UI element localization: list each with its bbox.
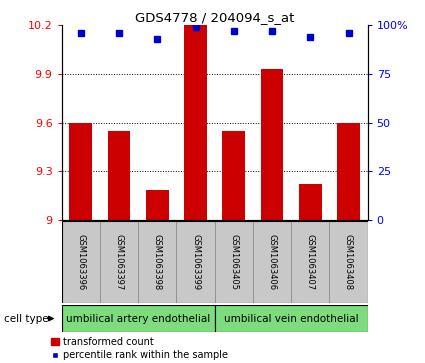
Bar (329, 221, 368, 303)
Bar (62, 221, 100, 303)
Bar (138, 221, 176, 303)
Bar (222, 131, 245, 220)
Text: GSM1063399: GSM1063399 (191, 234, 200, 290)
Bar (100, 221, 138, 303)
Bar (176, 221, 215, 303)
Text: umbilical vein endothelial: umbilical vein endothelial (224, 314, 358, 323)
Bar (146, 191, 169, 220)
Text: GSM1063408: GSM1063408 (344, 234, 353, 290)
Title: GDS4778 / 204094_s_at: GDS4778 / 204094_s_at (135, 11, 294, 24)
Bar (261, 69, 283, 220)
Text: cell type: cell type (4, 314, 49, 323)
Text: GSM1063398: GSM1063398 (153, 234, 162, 290)
Bar (291, 221, 329, 303)
Text: GSM1063396: GSM1063396 (76, 234, 85, 290)
Bar (253, 221, 291, 303)
Text: umbilical artery endothelial: umbilical artery endothelial (66, 314, 210, 323)
Bar (337, 123, 360, 220)
Bar (108, 131, 130, 220)
Text: GSM1063406: GSM1063406 (267, 234, 277, 290)
Bar (69, 123, 92, 220)
Text: GSM1063405: GSM1063405 (229, 234, 238, 290)
Bar (184, 25, 207, 220)
Legend: transformed count, percentile rank within the sample: transformed count, percentile rank withi… (47, 333, 232, 363)
Text: GSM1063397: GSM1063397 (114, 234, 124, 290)
Bar (299, 184, 322, 220)
Text: GSM1063407: GSM1063407 (306, 234, 315, 290)
Bar (62, 305, 215, 332)
Bar (215, 221, 253, 303)
Bar (215, 305, 368, 332)
